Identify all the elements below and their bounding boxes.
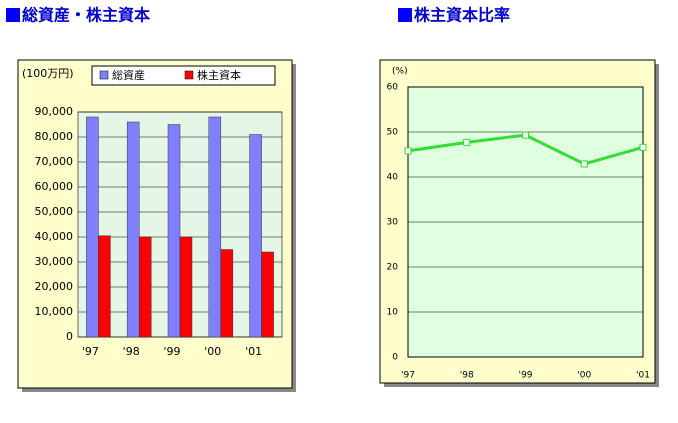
marker (522, 131, 529, 139)
y-tick-label: 60 (387, 83, 399, 93)
y-tick-label: 30,000 (35, 255, 74, 268)
legend-label: 株主資本 (197, 68, 241, 82)
x-tick-label: '97 (82, 345, 99, 358)
y-tick-label: 60,000 (35, 180, 74, 193)
y-tick-label: 20,000 (35, 280, 74, 293)
bar (208, 116, 222, 338)
bar (126, 121, 140, 338)
marker (639, 143, 647, 151)
unit-label: (%) (392, 67, 408, 77)
marker (463, 138, 471, 146)
title-marker (398, 8, 412, 22)
y-tick-label: 20 (387, 263, 399, 273)
y-tick-label: 90,000 (35, 105, 74, 118)
legend-swatch (184, 70, 194, 80)
legend-label: 総資産 (112, 68, 145, 82)
x-tick-label: '99 (519, 371, 533, 381)
legend-swatch (99, 70, 109, 80)
bar (98, 235, 111, 338)
y-tick-label: 50,000 (35, 205, 74, 218)
y-tick-label: 10 (387, 308, 399, 318)
y-tick-label: 30 (387, 218, 399, 228)
x-tick-label: '00 (577, 371, 591, 381)
unit-label: (100万円) (22, 67, 74, 80)
y-tick-label: 0 (66, 330, 73, 343)
x-tick-label: '98 (460, 371, 474, 381)
bar (138, 236, 152, 338)
x-tick-label: '00 (204, 345, 221, 358)
y-tick-label: 10,000 (35, 305, 74, 318)
y-tick-label: 80,000 (35, 130, 74, 143)
x-tick-label: '98 (123, 345, 140, 358)
bar (261, 251, 274, 338)
bar (249, 134, 262, 338)
marker (580, 160, 588, 168)
x-tick-label: '97 (401, 371, 415, 381)
y-tick-label: 70,000 (35, 155, 74, 168)
y-tick-label: 50 (387, 128, 399, 138)
title-marker (6, 8, 20, 22)
y-tick-label: 40 (387, 173, 399, 183)
marker (404, 147, 412, 155)
x-tick-label: '99 (163, 345, 180, 358)
bar (179, 236, 193, 338)
x-tick-label: '01 (636, 371, 650, 381)
bar (220, 249, 234, 338)
bar (86, 116, 99, 338)
chart-title: 総資産・株主資本 (22, 6, 150, 25)
chart-title: 株主資本比率 (414, 6, 510, 25)
legend (91, 65, 276, 86)
bar (167, 124, 181, 338)
y-tick-label: 40,000 (35, 230, 74, 243)
y-tick-label: 0 (392, 353, 398, 363)
x-tick-label: '01 (245, 345, 262, 358)
